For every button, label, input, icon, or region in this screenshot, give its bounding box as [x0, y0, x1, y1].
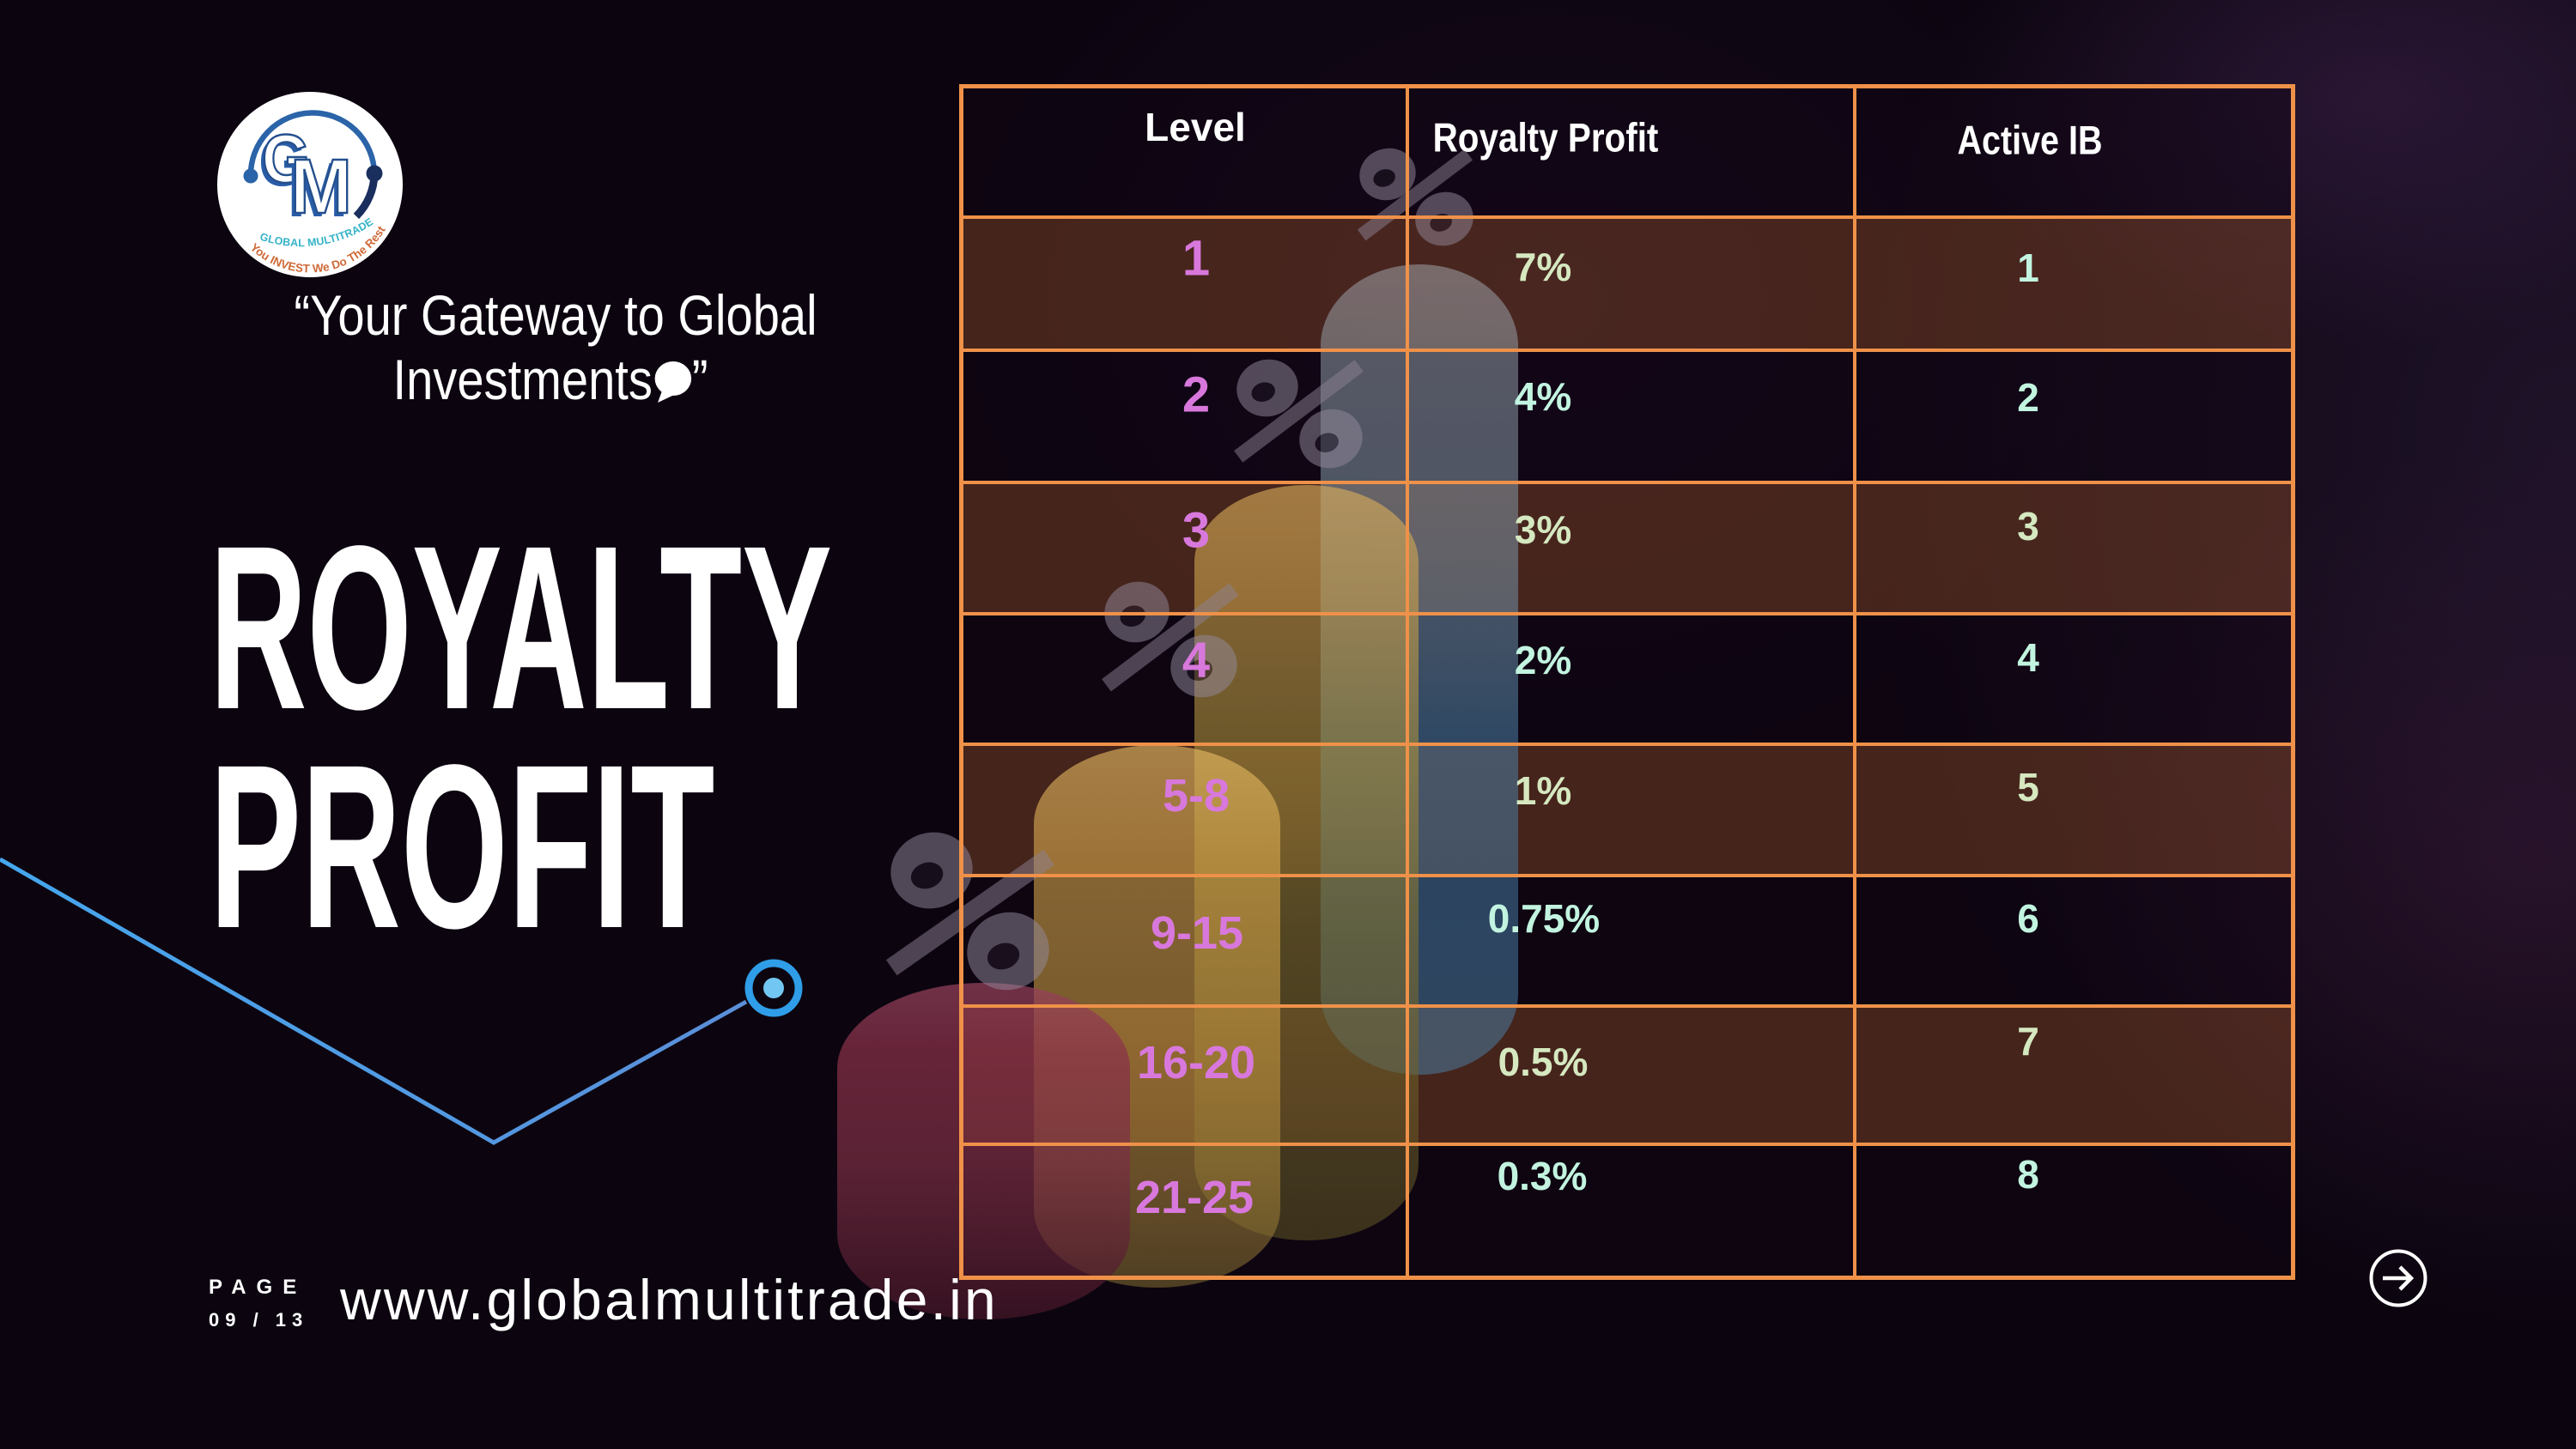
svg-text:G: G — [258, 124, 307, 200]
svg-text:M: M — [287, 148, 349, 233]
svg-text:M: M — [290, 144, 352, 230]
svg-text:G: G — [262, 120, 310, 197]
